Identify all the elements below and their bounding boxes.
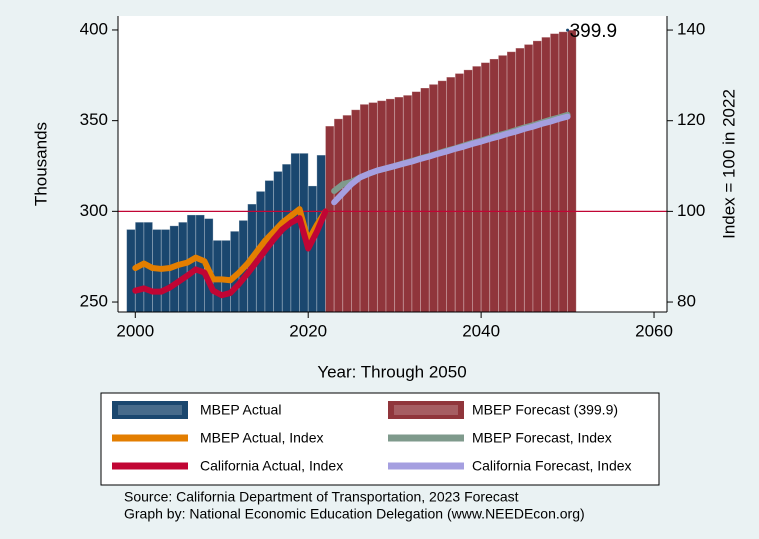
bar	[126, 229, 136, 313]
bar	[385, 98, 396, 313]
bar	[368, 102, 378, 313]
bar	[376, 100, 387, 313]
y-tick-label: 400	[80, 19, 108, 38]
bar	[489, 58, 499, 313]
legend-label: California Actual, Index	[200, 458, 343, 474]
line	[132, 208, 329, 299]
y2-tick-label: 140	[677, 20, 705, 39]
y2-tick-label: 80	[677, 292, 696, 311]
bar	[290, 152, 300, 313]
y2-tick-label: 120	[677, 110, 705, 129]
bar	[515, 47, 525, 313]
legend-key	[112, 401, 188, 419]
legend-label: MBEP Actual, Index	[200, 430, 323, 446]
y2-axis-label: Index = 100 in 2022	[719, 89, 738, 239]
bar	[446, 76, 456, 313]
line	[132, 206, 329, 284]
x-axis-label: Year: Through 2050	[317, 362, 466, 381]
bar	[480, 62, 491, 313]
bar	[221, 239, 231, 313]
legend-key	[394, 405, 458, 415]
y2-tick-label: 100	[677, 201, 705, 220]
bar	[394, 96, 404, 313]
bar	[359, 103, 370, 313]
bar	[281, 163, 292, 313]
bar	[541, 36, 551, 313]
bar	[454, 73, 465, 313]
bar	[506, 51, 517, 313]
legend-label: California Forecast, Index	[472, 458, 632, 474]
x-tick-label: 2040	[462, 321, 500, 340]
bar	[325, 125, 335, 313]
legend-label: MBEP Forecast (399.9)	[472, 402, 618, 418]
bar	[437, 80, 447, 313]
bar	[342, 114, 352, 313]
bar	[472, 65, 482, 313]
bar	[532, 40, 543, 313]
y-tick-label: 250	[80, 292, 108, 311]
bar	[333, 118, 344, 313]
line	[331, 113, 571, 206]
annotation: 399.9	[570, 21, 618, 42]
annotation-point	[566, 28, 570, 32]
bar	[523, 44, 534, 313]
bar	[463, 69, 473, 313]
legend	[100, 392, 660, 486]
x-tick-label: 2000	[116, 321, 154, 340]
y-axis-label: Thousands	[31, 122, 50, 206]
bar	[567, 29, 577, 313]
bar	[558, 31, 568, 313]
legend-key	[118, 405, 182, 415]
source-note: Graph by: National Economic Education De…	[124, 506, 585, 522]
y-tick-label: 350	[80, 110, 108, 129]
legend-label: MBEP Forecast, Index	[472, 430, 612, 446]
bar	[549, 33, 560, 313]
bar	[498, 54, 508, 313]
bar	[428, 83, 439, 313]
bar	[411, 91, 421, 313]
legend-key	[388, 401, 464, 419]
bar	[402, 94, 413, 313]
legend-label: MBEP Actual	[200, 402, 281, 418]
x-tick-label: 2060	[635, 321, 673, 340]
x-tick-label: 2020	[289, 321, 327, 340]
source-note: Source: California Department of Transpo…	[124, 489, 519, 505]
y-tick-label: 300	[80, 201, 108, 220]
bar	[420, 87, 430, 313]
